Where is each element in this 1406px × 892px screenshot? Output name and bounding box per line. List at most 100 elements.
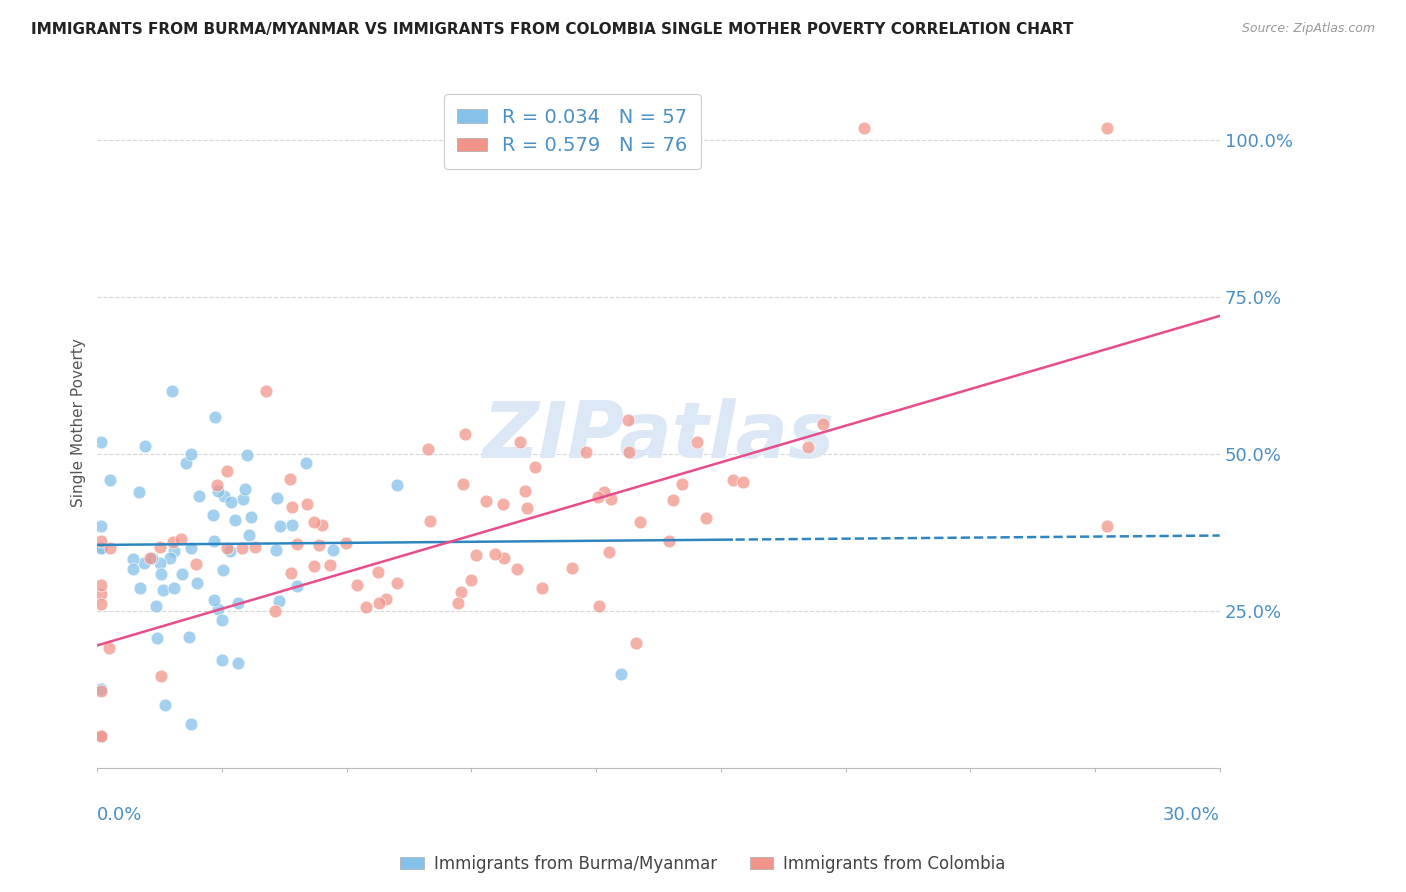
Point (447, 596, 470, 610)
Point (162, 535, 184, 549)
Point (492, 497, 515, 511)
Point (90, 684, 112, 698)
Point (269, 519, 291, 533)
Point (211, 653, 233, 667)
Text: 30.0%: 30.0% (1163, 805, 1220, 823)
Point (215, 541, 238, 555)
Point (280, 518, 302, 533)
Point (163, 543, 186, 558)
Point (232, 492, 254, 507)
Point (159, 550, 181, 565)
Point (90, 519, 112, 533)
Point (494, 550, 516, 565)
Point (796, 440, 818, 454)
Y-axis label: Single Mother Poverty: Single Mother Poverty (72, 338, 86, 507)
Point (163, 581, 186, 595)
Point (515, 483, 537, 498)
Point (150, 566, 173, 581)
Point (98, 541, 121, 556)
Point (122, 552, 145, 566)
Point (90, 682, 112, 697)
Point (150, 669, 173, 683)
Point (1097, 120, 1119, 135)
Point (297, 497, 319, 511)
Point (90, 533, 112, 548)
Point (239, 510, 262, 524)
Point (188, 489, 211, 503)
Point (145, 599, 167, 613)
Point (211, 613, 233, 627)
Point (460, 573, 482, 587)
Point (266, 491, 288, 506)
Point (418, 442, 440, 456)
Point (98, 640, 121, 655)
Point (853, 120, 876, 135)
Point (170, 567, 193, 582)
Point (465, 548, 488, 562)
Text: IMMIGRANTS FROM BURMA/MYANMAR VS IMMIGRANTS FROM COLOMBIA SINGLE MOTHER POVERTY : IMMIGRANTS FROM BURMA/MYANMAR VS IMMIGRA… (31, 22, 1073, 37)
Point (617, 445, 640, 459)
Point (90, 577, 112, 591)
Point (419, 514, 441, 528)
Point (356, 599, 378, 614)
Point (180, 541, 202, 556)
Point (238, 528, 260, 542)
Point (98, 474, 121, 488)
Point (385, 576, 408, 591)
Point (731, 475, 754, 489)
Point (174, 456, 197, 470)
Point (90, 587, 112, 601)
Legend: R = 0.034   N = 57, R = 0.579   N = 76: R = 0.034 N = 57, R = 0.579 N = 76 (444, 94, 702, 169)
Point (215, 464, 238, 478)
Point (219, 544, 242, 558)
Point (375, 592, 398, 607)
Point (90, 541, 112, 555)
Point (319, 558, 342, 573)
Text: 0.0%: 0.0% (97, 805, 143, 823)
Point (346, 578, 368, 592)
Point (180, 716, 202, 731)
Point (121, 562, 143, 576)
Point (235, 448, 257, 462)
Point (575, 444, 598, 458)
Point (205, 477, 228, 491)
Point (367, 565, 389, 579)
Point (280, 500, 302, 515)
Text: ZIPatlas: ZIPatlas (482, 399, 835, 475)
Point (243, 541, 266, 555)
Point (506, 562, 529, 576)
Point (141, 551, 163, 566)
Point (671, 476, 693, 491)
Point (90, 435, 112, 450)
Point (228, 656, 250, 670)
Point (152, 583, 174, 598)
Point (475, 493, 498, 508)
Point (721, 473, 744, 487)
Point (139, 551, 162, 566)
Point (186, 576, 208, 591)
Point (588, 599, 610, 614)
Point (598, 545, 620, 559)
Text: Source: ZipAtlas.com: Source: ZipAtlas.com (1241, 22, 1375, 36)
Point (616, 412, 638, 426)
Point (202, 508, 225, 522)
Point (149, 556, 172, 570)
Point (278, 472, 301, 486)
Point (149, 540, 172, 554)
Point (657, 534, 679, 549)
Point (160, 384, 183, 399)
Point (226, 596, 249, 610)
Point (233, 482, 256, 496)
Point (1097, 519, 1119, 533)
Point (170, 533, 193, 547)
Point (308, 538, 330, 552)
Point (146, 631, 169, 645)
Point (153, 698, 176, 712)
Point (219, 495, 242, 509)
Point (599, 491, 621, 506)
Point (454, 427, 477, 442)
Point (335, 535, 357, 549)
Point (90, 541, 112, 555)
Point (177, 630, 200, 644)
Point (695, 510, 717, 524)
